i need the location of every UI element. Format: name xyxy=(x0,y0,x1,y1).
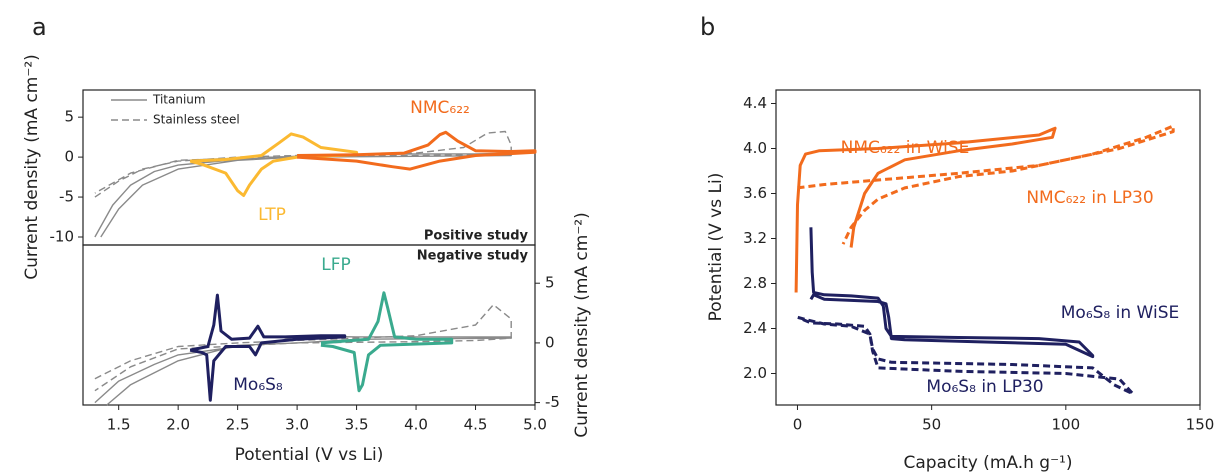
series-line xyxy=(797,124,1175,245)
x-tick-label: 3.5 xyxy=(345,416,369,434)
x-tick-label: 100 xyxy=(1052,416,1081,434)
y-tick-label: -10 xyxy=(50,228,75,246)
plot-frame xyxy=(82,244,536,406)
series-line xyxy=(94,130,512,198)
y-tick-label: 4.4 xyxy=(743,94,767,112)
x-tick-label: 150 xyxy=(1186,416,1215,434)
series-label: NMC₆₂₂ in LP30 xyxy=(1026,188,1153,208)
y-axis-label: Current density (mA cm⁻²) xyxy=(572,212,592,438)
series-label: Mo₆S₈ in WiSE xyxy=(1061,303,1180,323)
y-axis-label: Current density (mA cm⁻²) xyxy=(22,54,42,280)
series-line xyxy=(94,152,512,238)
x-tick-label: 2.5 xyxy=(226,416,250,434)
panel-label: b xyxy=(700,13,715,41)
series-line xyxy=(809,227,1095,359)
y-tick-label: 0 xyxy=(545,333,555,351)
panel-label: a xyxy=(32,13,47,41)
series-line xyxy=(189,132,359,197)
series-line xyxy=(296,130,537,171)
legend-label: Stainless steel xyxy=(153,113,240,127)
plot-frame xyxy=(775,89,1201,406)
y-tick-label: 4.0 xyxy=(743,139,767,157)
series-label: Mo₆S₈ in LP30 xyxy=(926,377,1043,397)
series-line xyxy=(794,126,1057,293)
x-tick-label: 4.0 xyxy=(404,416,428,434)
x-tick-label: 0 xyxy=(793,416,803,434)
y-tick-label: 3.6 xyxy=(743,184,767,202)
y-tick-label: 3.2 xyxy=(743,229,767,247)
series-line xyxy=(189,293,347,402)
series-line xyxy=(320,291,454,393)
series-label: LFP xyxy=(321,255,351,275)
x-axis-label: Potential (V vs Li) xyxy=(235,445,384,465)
annotation: Positive study xyxy=(424,229,529,244)
x-tick-label: 3.0 xyxy=(285,416,309,434)
series-label: NMC₆₂₂ in WiSE xyxy=(841,138,970,158)
y-tick-label: 2.8 xyxy=(743,274,767,292)
y-axis-label: Potential (V vs Li) xyxy=(706,173,726,322)
series-label: NMC₆₂₂ xyxy=(410,98,470,118)
y-tick-label: 0 xyxy=(64,148,74,166)
annotation: Negative study xyxy=(417,249,529,264)
series-line xyxy=(94,304,512,392)
legend-label: Titanium xyxy=(152,93,206,107)
y-tick-label: 2.4 xyxy=(743,319,767,337)
series-line xyxy=(797,315,1135,396)
x-tick-label: 50 xyxy=(922,416,941,434)
x-tick-label: 1.5 xyxy=(107,416,131,434)
x-axis-label: Capacity (mA.h g⁻¹) xyxy=(903,453,1072,473)
x-tick-label: 4.5 xyxy=(464,416,488,434)
y-tick-label: -5 xyxy=(59,188,74,206)
x-tick-label: 5.0 xyxy=(523,416,547,434)
series-line xyxy=(94,335,512,406)
series-label: LTP xyxy=(258,205,286,225)
y-tick-label: -5 xyxy=(545,393,560,411)
y-tick-label: 5 xyxy=(64,108,74,126)
y-tick-label: 2.0 xyxy=(743,364,767,382)
series-label: Mo₆S₈ xyxy=(233,375,283,395)
x-tick-label: 2.0 xyxy=(166,416,190,434)
y-tick-label: 5 xyxy=(545,274,555,292)
